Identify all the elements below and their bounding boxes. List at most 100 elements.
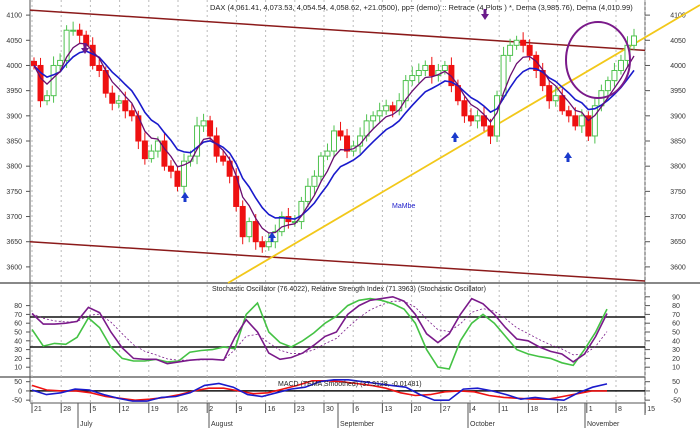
candle-up [44,95,51,102]
candle-down [37,64,44,102]
candle-up [200,120,207,127]
candle-down [31,60,37,66]
y-tick-label: 40 [14,338,22,345]
y-tick-label: 4000 [6,63,22,70]
candle-down [252,221,259,243]
y-tick-label: 30 [672,347,680,354]
candle-down [141,140,148,160]
candle-down [96,64,103,72]
candle-up [370,115,377,122]
x-tick-label: 12 [122,406,130,413]
candle-down [546,85,553,102]
candlesticks [31,21,637,253]
candle-up [154,140,161,152]
x-tick-label: 20 [414,406,422,413]
y-tick-label: 4100 [6,13,22,20]
y-tick-label: 80 [14,303,22,310]
macd-line [31,379,608,402]
annotations [81,9,631,242]
candle-up [331,130,337,152]
y-tick-label: 50 [14,330,22,337]
y-tick-label: 3600 [6,264,22,271]
y-tick-label: 3700 [670,214,686,221]
candle-up [507,44,514,56]
x-tick-label: 15 [647,406,655,413]
candle-up [500,54,507,97]
x-tick-label: 26 [180,406,188,413]
candle-down [481,115,487,127]
x-tick-label: 23 [297,406,305,413]
candle-down [389,105,396,112]
stoch-panel-title: Stochastic Oscillator (76.4022), Relativ… [212,286,486,293]
candle-up [422,64,429,72]
x-tick-label: 18 [530,406,538,413]
x-tick-label: 8 [618,406,622,413]
y-tick-label: 3950 [670,88,686,95]
y-tick-label: 60 [14,321,22,328]
candle-up [383,105,390,112]
candle-up [552,95,559,102]
dema-lines [33,42,635,234]
macd-signal-line [31,380,607,402]
y-tick-label: 0 [18,388,22,395]
support-trendline [227,4,700,284]
trend-channel [29,4,700,284]
sell-arrow-icon [481,9,489,20]
x-tick-label: 25 [560,406,568,413]
candle-down [487,125,494,137]
x-tick-label: 27 [443,406,451,413]
candle-up [311,175,318,187]
candle-down [259,241,266,248]
y-tick-label: 3650 [6,239,22,246]
candle-down [559,95,566,112]
channel-lower-line [29,240,646,282]
candle-down [167,165,174,172]
y-tick-label: 40 [672,338,680,345]
x-tick-label: 30 [326,406,334,413]
macd-panel-title: MACD (TEMA Smoothed) (37.9128, -0.01481) [278,381,422,388]
y-tick-label: 3600 [670,264,686,271]
candle-up [304,185,311,202]
candle-up [115,100,122,104]
y-tick-label: 50 [672,330,680,337]
candle-up [513,39,520,46]
y-tick-label: -50 [671,398,681,405]
candle-up [376,110,383,117]
y-tick-label: -50 [12,398,22,405]
x-tick-label: 4 [472,406,476,413]
rsi-line [31,295,608,365]
candle-down [344,135,351,152]
y-tick-label: 70 [672,312,680,319]
date-x-axis: 21 28 5 12 19 26 2 9 16 23 30 6 13 20 27 4 11 18 25 1 8 15Jul… [30,402,655,428]
candle-down [585,115,592,137]
x-tick-label: 9 [238,406,242,413]
candle-up [265,241,272,248]
candle-down [337,130,344,137]
y-tick-label: 3700 [6,214,22,221]
dema-slow-line [33,50,635,220]
candle-down [461,100,468,117]
candle-up [604,80,611,92]
y-tick-label: 3750 [670,189,686,196]
y-tick-label: 0 [674,388,678,395]
y-tick-label: 4050 [670,38,686,45]
stochastic-line [31,297,608,370]
buy-arrow-icon [181,192,189,202]
y-tick-label: 20 [14,356,22,363]
candle-down [572,115,579,127]
candle-down [122,100,129,112]
buy-arrow-icon [564,152,572,162]
highlight-circle [565,21,631,99]
annotation-label: MaMbe [392,203,415,210]
candle-down [226,160,233,177]
y-tick-label: 50 [14,379,22,386]
candle-up [278,216,285,233]
y-tick-label: 3900 [670,113,686,120]
candle-down [448,64,455,87]
candle-down [128,110,135,117]
candle-up [324,150,331,157]
candle-down [565,110,572,117]
candle-up [246,221,253,238]
candle-up [441,64,448,72]
chart-title: DAX (4,061.41, 4,073.53, 4,054.54, 4,058… [210,3,633,12]
